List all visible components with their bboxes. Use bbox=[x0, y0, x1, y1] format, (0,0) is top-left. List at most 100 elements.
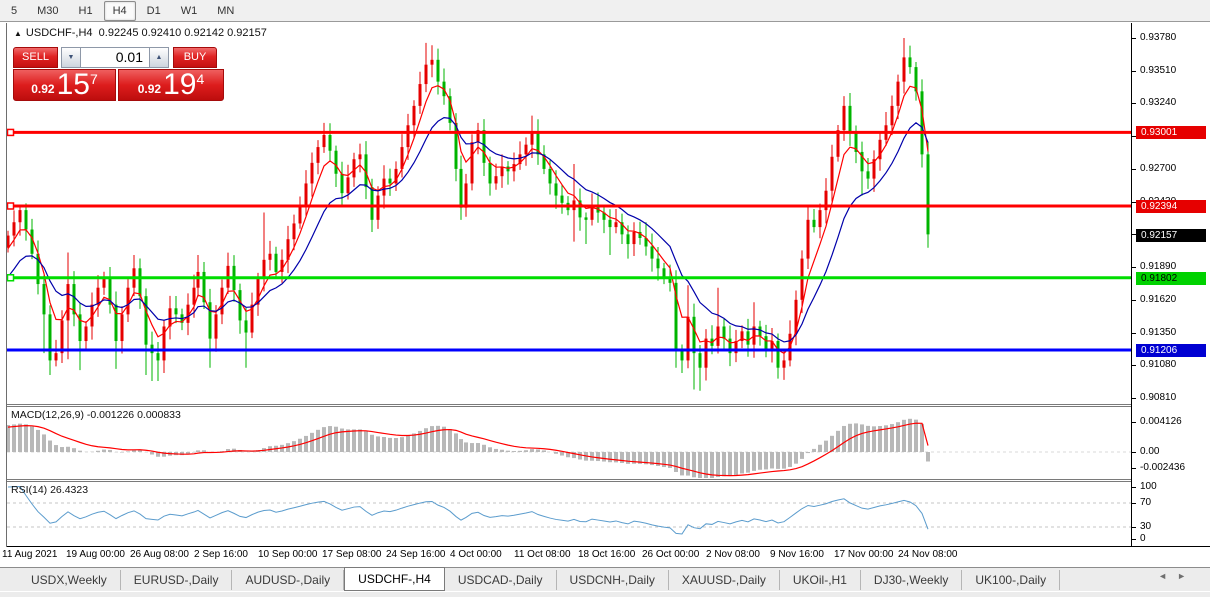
panel-separator[interactable] bbox=[7, 406, 1210, 407]
candle-body bbox=[388, 178, 392, 184]
axis-tick-mark bbox=[1132, 103, 1136, 105]
candle-body bbox=[7, 235, 10, 248]
tab-scroll-right-icon[interactable]: ► bbox=[1177, 571, 1196, 581]
date-tick-label: 17 Sep 08:00 bbox=[322, 549, 382, 560]
candle-body bbox=[872, 159, 876, 179]
buy-price-big: 19 bbox=[163, 68, 197, 101]
candle-body bbox=[250, 304, 254, 333]
candle-body bbox=[692, 316, 696, 354]
candle-body bbox=[138, 268, 142, 297]
price-axis[interactable]: 0.937800.935100.932400.929700.927000.924… bbox=[1131, 23, 1210, 546]
status-strip bbox=[0, 591, 1210, 597]
candle-body bbox=[548, 168, 552, 184]
candle-body bbox=[202, 271, 206, 303]
symbol-tab-xauusd-daily[interactable]: XAUUSD-,Daily bbox=[669, 569, 780, 590]
candle-body bbox=[908, 57, 912, 68]
candle-body bbox=[704, 338, 708, 368]
candle-body bbox=[818, 210, 822, 228]
candle-body bbox=[926, 154, 930, 235]
symbol-tab-dj30-weekly[interactable]: DJ30-,Weekly bbox=[861, 569, 963, 590]
axis-tick-mark bbox=[1132, 201, 1136, 203]
candle-body bbox=[459, 168, 463, 208]
candle-body bbox=[412, 105, 416, 126]
panel-separator[interactable] bbox=[7, 479, 1210, 480]
candle-body bbox=[340, 173, 344, 194]
volume-decrease-icon[interactable]: ▼ bbox=[61, 47, 81, 68]
candle-body bbox=[108, 278, 112, 305]
symbol-tab-eurusd-daily[interactable]: EURUSD-,Daily bbox=[121, 569, 233, 590]
date-tick-label: 26 Aug 08:00 bbox=[130, 549, 189, 560]
rsi-panel[interactable] bbox=[7, 482, 1131, 546]
candle-body bbox=[500, 166, 504, 177]
candle-body bbox=[262, 259, 266, 278]
candle-body bbox=[590, 205, 594, 220]
candle-body bbox=[746, 331, 750, 345]
timeframe-button-D1[interactable]: D1 bbox=[146, 4, 161, 17]
candle-body bbox=[274, 253, 278, 272]
symbol-tab-audusd-daily[interactable]: AUDUSD-,Daily bbox=[232, 569, 345, 590]
symbol-tab-bar: USDX,Weekly EURUSD-,Daily AUDUSD-,Daily USD… bbox=[0, 566, 1210, 591]
sell-price-display[interactable]: 0.92 15 7 bbox=[13, 69, 116, 101]
axis-tick-mark bbox=[1132, 267, 1136, 269]
date-tick-label: 4 Oct 00:00 bbox=[450, 549, 502, 560]
symbol-tab-usdcad-daily[interactable]: USDCAD-,Daily bbox=[445, 569, 557, 590]
timeframe-button-MN[interactable]: MN bbox=[217, 4, 235, 17]
sell-button[interactable]: SELL bbox=[13, 47, 58, 68]
symbol-tab-usdx-weekly[interactable]: USDX,Weekly bbox=[18, 569, 121, 590]
rsi-tick-label: 100 bbox=[1140, 481, 1157, 492]
volume-increase-icon[interactable]: ▲ bbox=[149, 47, 169, 68]
volume-field[interactable]: 0.01 bbox=[81, 47, 149, 68]
candle-body bbox=[560, 195, 564, 203]
timeframe-button-M30[interactable]: M30 bbox=[37, 4, 59, 17]
axis-tick-mark bbox=[1132, 299, 1136, 301]
candle-body bbox=[214, 314, 218, 339]
buy-price-sup: 4 bbox=[196, 71, 205, 87]
candle-body bbox=[448, 96, 452, 123]
candle-body bbox=[220, 287, 224, 315]
symbol-tab-ukoil-h1[interactable]: UKOil-,H1 bbox=[780, 569, 861, 590]
axis-tick-mark bbox=[1132, 422, 1136, 423]
collapse-trade-panel-icon[interactable]: ▲ bbox=[14, 29, 22, 38]
timeframe-button-5[interactable]: 5 bbox=[11, 4, 18, 17]
tab-scroll-left-icon[interactable]: ◄ bbox=[1158, 571, 1178, 581]
symbol-tab-uk100-daily[interactable]: UK100-,Daily bbox=[962, 569, 1061, 590]
candle-body bbox=[890, 105, 894, 126]
candle-body bbox=[860, 151, 864, 172]
candle-body bbox=[644, 238, 648, 247]
chart-title: ▲ USDCHF-,H4 0.92245 0.92410 0.92142 0.92… bbox=[14, 27, 267, 39]
panel-separator[interactable] bbox=[7, 404, 1210, 405]
candle-body bbox=[734, 341, 738, 354]
candle-body bbox=[418, 84, 422, 106]
timeframe-button-W1[interactable]: W1 bbox=[180, 4, 198, 17]
macd-panel[interactable] bbox=[7, 407, 1131, 479]
candle-body bbox=[530, 132, 534, 145]
date-tick-label: 10 Sep 00:00 bbox=[258, 549, 318, 560]
price-tick-label: 0.91620 bbox=[1140, 293, 1177, 305]
buy-button[interactable]: BUY bbox=[173, 47, 217, 68]
date-tick-label: 11 Oct 08:00 bbox=[514, 549, 571, 560]
candle-body bbox=[812, 219, 816, 228]
symbol-tab-usdchf-h4[interactable]: USDCHF-,H4 bbox=[344, 566, 445, 591]
candle-body bbox=[96, 287, 100, 305]
candle-body bbox=[156, 353, 160, 361]
symbol-tab-usdcnh-daily[interactable]: USDCNH-,Daily bbox=[557, 569, 669, 590]
buy-price-display[interactable]: 0.92 19 4 bbox=[118, 69, 224, 101]
candle-body bbox=[482, 130, 486, 163]
candle-body bbox=[518, 154, 522, 165]
candle-body bbox=[30, 229, 34, 254]
candle-body bbox=[102, 278, 106, 288]
candle-body bbox=[680, 350, 684, 361]
axis-tick-mark bbox=[1132, 539, 1136, 540]
timeframe-button-H4[interactable]: H4 bbox=[103, 0, 136, 21]
price-chart[interactable] bbox=[7, 23, 1131, 404]
price-tick-label: 0.91890 bbox=[1140, 261, 1177, 273]
ma-fast-line bbox=[7, 85, 929, 355]
candle-body bbox=[334, 150, 338, 174]
date-tick-label: 26 Oct 00:00 bbox=[642, 549, 700, 560]
panel-separator[interactable] bbox=[7, 481, 1210, 482]
candle-body bbox=[836, 130, 840, 157]
price-tick-label: 0.91080 bbox=[1140, 359, 1177, 371]
date-tick-label: 9 Nov 16:00 bbox=[770, 549, 824, 560]
timeframe-button-H1[interactable]: H1 bbox=[78, 4, 93, 17]
